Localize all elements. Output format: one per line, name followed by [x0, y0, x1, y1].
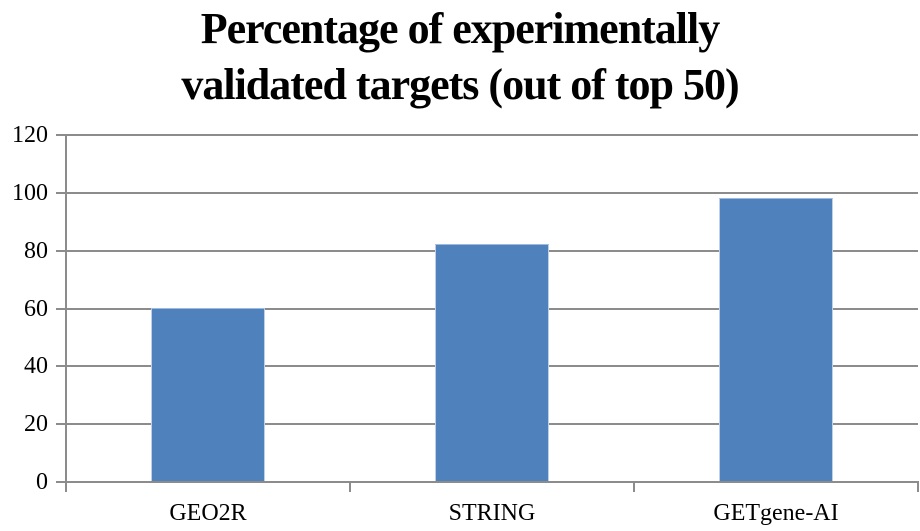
- gridline-120: [56, 134, 918, 136]
- y-axis-tick-label: 0: [36, 469, 48, 495]
- y-axis-tick-label: 20: [24, 411, 48, 438]
- bar-getgene-ai: [719, 197, 833, 481]
- y-axis-tick-label: 100: [12, 179, 48, 206]
- x-axis-category-label: GETgene-AI: [713, 500, 839, 526]
- y-axis-line: [65, 135, 67, 492]
- y-axis-tick-label: 60: [24, 295, 48, 322]
- chart-title-line2: validated targets (out of top 50): [181, 60, 739, 109]
- x-axis-tick: [917, 481, 919, 492]
- bar-string: [435, 243, 549, 481]
- x-axis-category-label: STRING: [448, 500, 536, 526]
- y-axis-tick-label: 80: [24, 237, 48, 264]
- chart-title: Percentage of experimentally validated t…: [0, 1, 920, 113]
- chart-title-line1: Percentage of experimentally: [200, 4, 721, 53]
- y-axis-tick-label: 120: [12, 122, 48, 148]
- y-axis-tick-label: 40: [24, 353, 48, 380]
- x-axis-tick: [349, 481, 351, 492]
- x-axis-category-label: GEO2R: [169, 500, 247, 526]
- gridline-100: [56, 191, 918, 194]
- bar-geo2r: [151, 307, 265, 481]
- gridline-0: [56, 481, 918, 483]
- x-axis-tick: [633, 481, 635, 492]
